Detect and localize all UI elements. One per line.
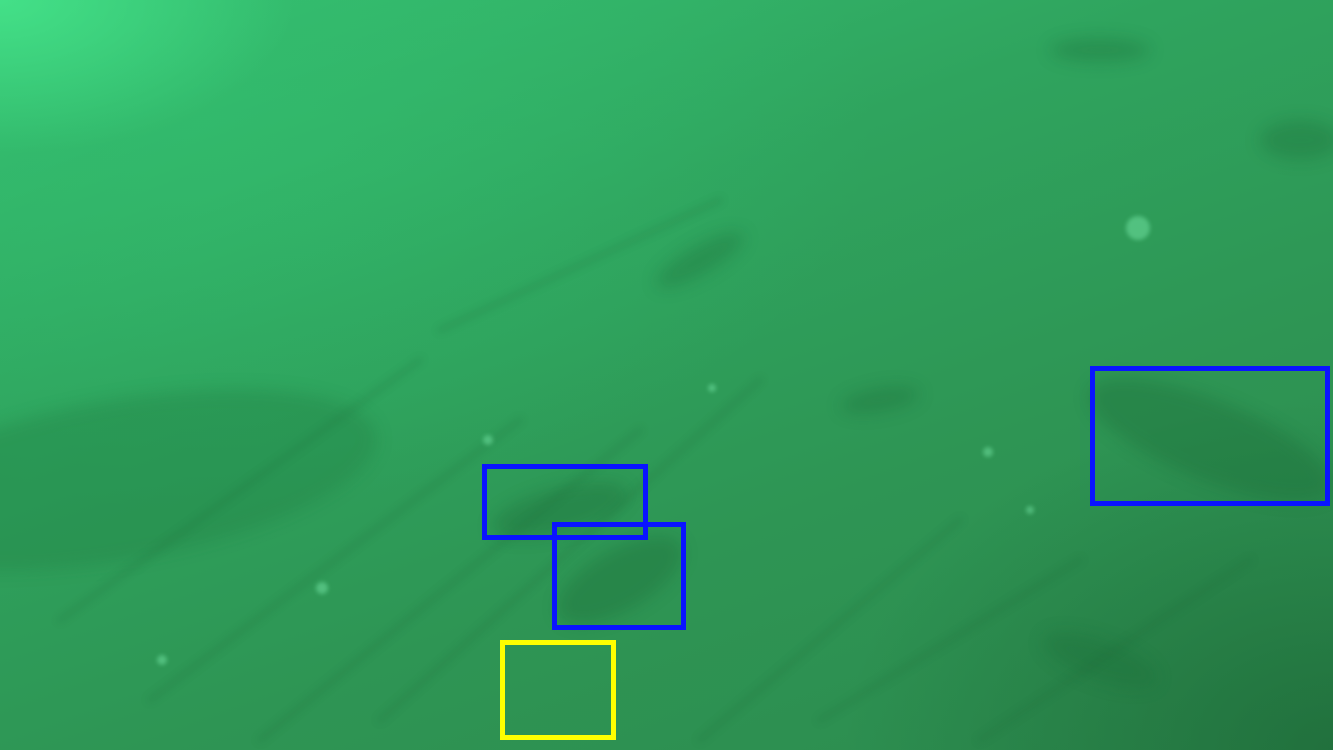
detection-box-blue-1: [1090, 366, 1330, 506]
detection-box-blue-3: [552, 522, 686, 630]
detection-box-yellow-1: [500, 640, 616, 740]
detection-box-blue-2: [482, 464, 648, 540]
